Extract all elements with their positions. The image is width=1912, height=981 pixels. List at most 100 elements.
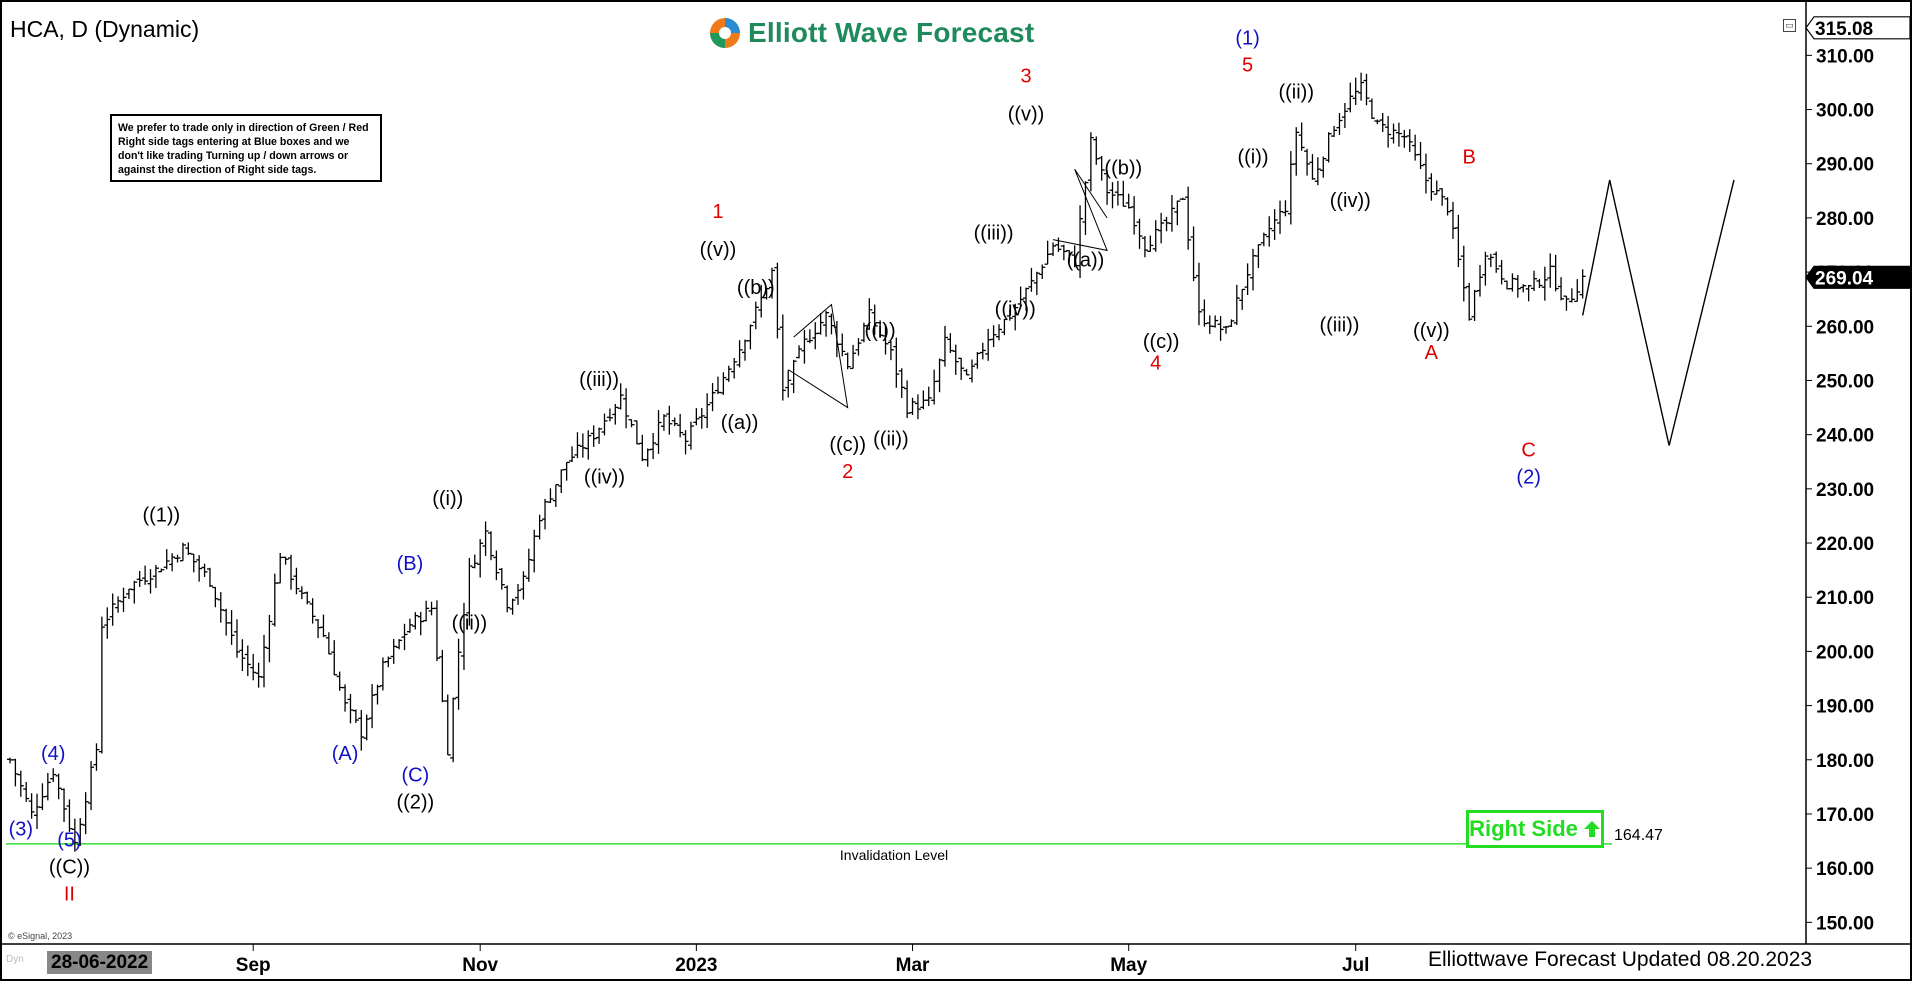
wave-label: ((v)) <box>700 239 737 261</box>
ohlc-bar <box>790 359 797 394</box>
ohlc-bar <box>1304 148 1311 176</box>
ohlc-bar <box>531 529 538 573</box>
ohlc-bar <box>920 390 927 410</box>
ohlc-bar <box>1449 201 1456 239</box>
ohlc-bar <box>1017 286 1024 306</box>
ohlc-bar <box>244 645 251 677</box>
ohlc-bar <box>23 781 30 802</box>
ohlc-bar <box>482 521 489 556</box>
ohlc-bar <box>158 568 165 573</box>
ohlc-bar <box>1217 316 1224 341</box>
ohlc-bar <box>623 388 630 429</box>
restore-icon[interactable]: ▭ <box>1783 19 1796 32</box>
ohlc-bar <box>1044 240 1051 265</box>
ohlc-bar <box>1579 269 1586 299</box>
ohlc-bar <box>752 301 759 330</box>
wave-label: ((c)) <box>1143 331 1180 353</box>
ohlc-bar <box>1455 214 1462 268</box>
ohlc-bar <box>336 671 343 691</box>
x-tick-label: 2023 <box>675 955 717 976</box>
ohlc-bar <box>666 405 673 435</box>
ohlc-bar <box>1563 295 1570 311</box>
ohlc-bar <box>174 554 181 563</box>
ohlc-bar <box>320 614 327 638</box>
ohlc-bar <box>1033 271 1040 296</box>
ohlc-bar <box>1039 264 1046 280</box>
wave-label: (A) <box>332 743 359 765</box>
ohlc-bar <box>212 586 219 608</box>
ohlc-bar <box>1195 262 1202 326</box>
ohlc-bar <box>596 427 603 444</box>
ohlc-bar <box>990 325 997 348</box>
ohlc-bar <box>931 369 938 405</box>
ohlc-bar <box>304 591 311 605</box>
ohlc-bar <box>763 287 770 300</box>
ohlc-bar <box>98 616 105 754</box>
y-tick-label: 200.00 <box>1816 642 1874 663</box>
ohlc-bar <box>1536 278 1543 289</box>
ohlc-bar <box>709 383 716 412</box>
ohlc-bar <box>109 593 116 626</box>
ohlc-bar <box>412 612 419 630</box>
ohlc-bar <box>650 433 657 460</box>
ohlc-bar <box>190 553 197 573</box>
ohlc-bar <box>741 339 748 361</box>
ohlc-bar <box>1212 315 1219 328</box>
ohlc-bar <box>71 818 78 852</box>
wave-label: ((ii)) <box>452 613 488 635</box>
ohlc-bar <box>93 743 100 771</box>
ohlc-bar <box>1368 98 1375 119</box>
ohlc-bar <box>460 602 467 670</box>
x-tick-label: Nov <box>462 955 498 976</box>
ohlc-bar <box>385 656 392 668</box>
ohlc-bar <box>633 420 640 445</box>
wave-label: ((ii)) <box>873 428 909 450</box>
ohlc-bar <box>1066 250 1073 262</box>
wave-label: ((i)) <box>865 320 896 342</box>
y-tick-label: 160.00 <box>1816 859 1874 880</box>
ohlc-bar <box>261 634 268 688</box>
ohlc-bar <box>77 818 84 846</box>
ohlc-bar <box>1504 280 1511 290</box>
wave-label: (5) <box>57 829 81 851</box>
ohlc-bar <box>255 662 262 688</box>
ohlc-bar <box>1379 112 1386 133</box>
ohlc-bar <box>228 610 235 645</box>
ohlc-bar <box>828 313 835 335</box>
ohlc-bar <box>352 709 359 724</box>
ohlc-bar <box>288 554 295 590</box>
y-tick-label: 220.00 <box>1816 534 1874 555</box>
triangle-pattern-2 <box>1052 168 1108 252</box>
ohlc-bar <box>466 557 473 626</box>
ohlc-bar <box>1552 254 1559 292</box>
ohlc-bar <box>817 313 824 335</box>
ohlc-bar <box>401 623 408 651</box>
ohlc-bar <box>769 267 776 299</box>
x-tick-label: Mar <box>896 955 930 976</box>
ohlc-bar <box>996 324 1003 341</box>
right-side-label: Right Side <box>1469 816 1578 841</box>
ohlc-bar <box>61 788 68 822</box>
ohlc-bar <box>1174 200 1181 226</box>
ohlc-bar <box>163 549 170 570</box>
ohlc-bar <box>1525 284 1532 302</box>
ohlc-bar <box>1444 197 1451 216</box>
ohlc-bar <box>1401 129 1408 148</box>
ohlc-bar <box>493 550 500 581</box>
ohlc-bar <box>1466 282 1473 321</box>
wave-label: ((b)) <box>737 277 775 299</box>
price-bars <box>7 72 1586 852</box>
ohlc-bar <box>855 338 862 356</box>
ohlc-bar <box>34 793 41 829</box>
wave-label: (B) <box>397 553 424 575</box>
triangle-pattern-1 <box>787 303 849 409</box>
ohlc-bar <box>525 548 532 582</box>
y-tick-label: 250.00 <box>1816 371 1874 392</box>
wave-label: (4) <box>41 743 65 765</box>
ohlc-bar <box>379 657 386 691</box>
ohlc-bar <box>342 684 349 712</box>
ohlc-bar <box>882 324 889 355</box>
ohlc-bar <box>1093 136 1100 165</box>
ohlc-bar <box>731 358 738 379</box>
